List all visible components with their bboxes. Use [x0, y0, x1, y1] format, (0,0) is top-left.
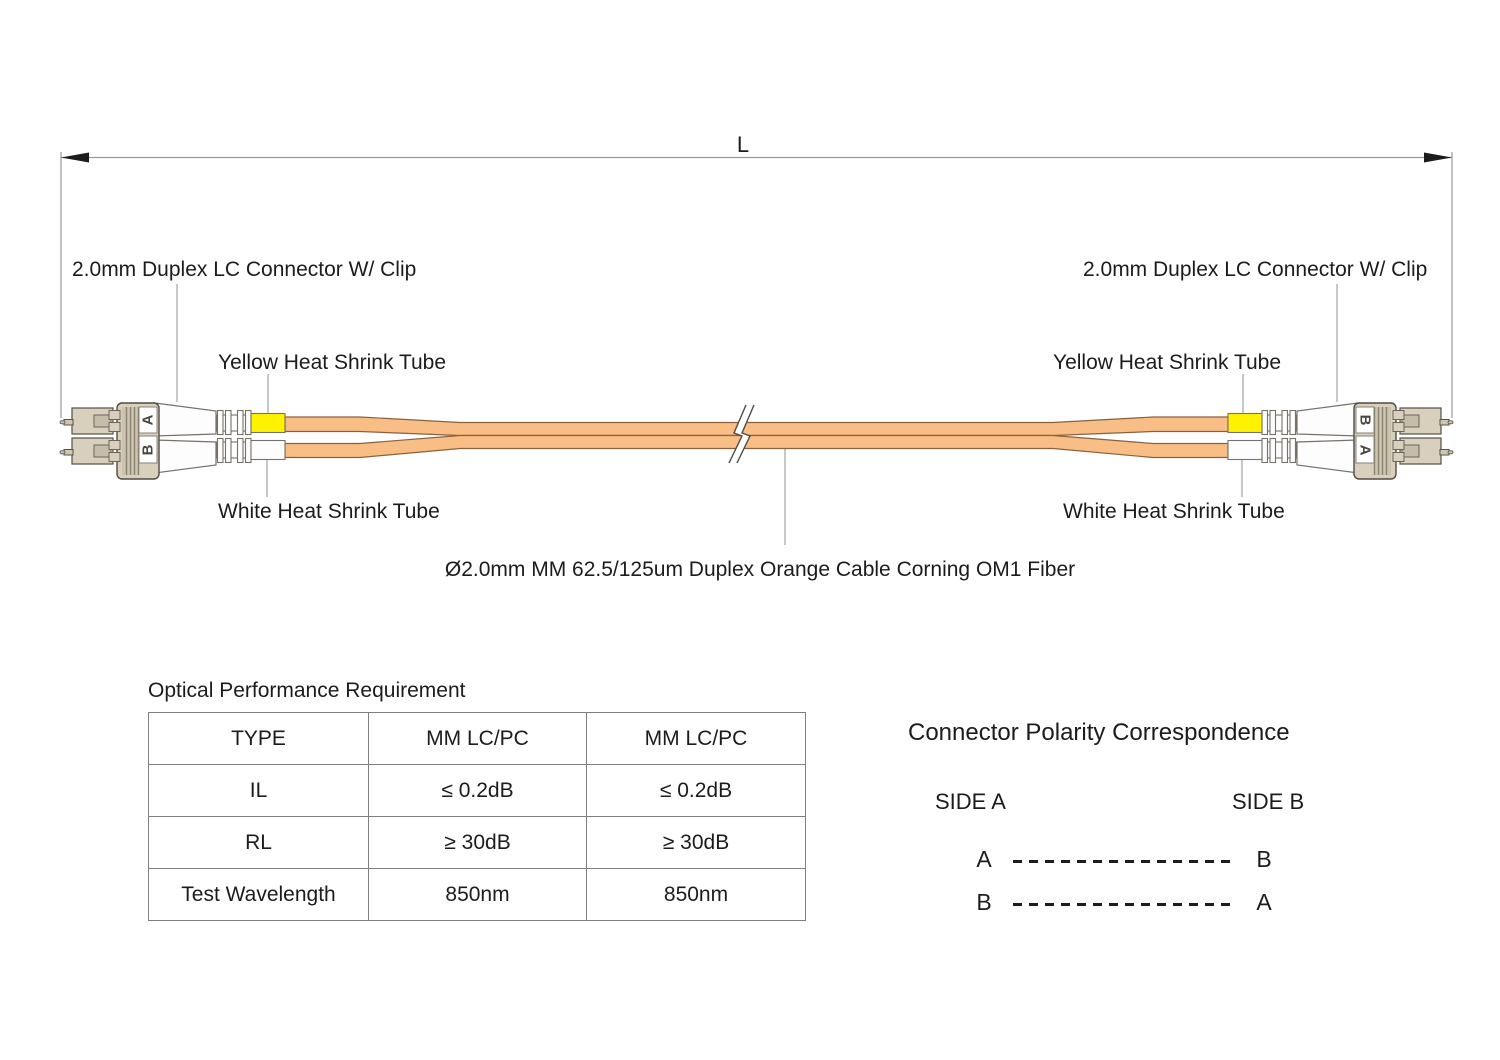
length-label: L	[736, 132, 750, 157]
connector-marking-left-top: A	[139, 414, 157, 426]
polarity-title: Connector Polarity Correspondence	[908, 719, 1290, 746]
white-tube-label-right: White Heat Shrink Tube	[1063, 500, 1285, 523]
cable-bottom	[284, 434, 1229, 459]
table-cell: ≥ 30dB	[586, 816, 806, 869]
dimension-arrow-left-icon	[61, 152, 89, 163]
connector-marking-left-bottom: B	[139, 444, 157, 456]
table-cell: IL	[148, 764, 369, 817]
table-cell: TYPE	[148, 712, 369, 765]
table-cell: MM LC/PC	[586, 712, 806, 765]
table-cell: ≤ 0.2dB	[586, 764, 806, 817]
table-row: Test Wavelength 850nm 850nm	[148, 868, 806, 921]
table-cell: MM LC/PC	[368, 712, 587, 765]
table-cell: ≤ 0.2dB	[368, 764, 587, 817]
table-row: TYPE MM LC/PC MM LC/PC	[148, 712, 806, 765]
cable-top	[284, 416, 1229, 437]
white-tube-label-left: White Heat Shrink Tube	[218, 500, 440, 523]
side-a-label: SIDE A	[935, 789, 1006, 814]
polarity-from: A	[976, 846, 992, 872]
table-row: RL ≥ 30dB ≥ 30dB	[148, 816, 806, 869]
table-cell: 850nm	[368, 868, 587, 921]
table-cell: RL	[148, 816, 369, 869]
polarity-from: B	[976, 889, 992, 915]
connector-marking-right-top: B	[1356, 414, 1374, 426]
lc-connector-left	[59, 402, 286, 480]
cable-assembly-diagram	[59, 152, 1454, 545]
dimension-arrow-right-icon	[1424, 152, 1452, 163]
table-row: IL ≤ 0.2dB ≤ 0.2dB	[148, 764, 806, 817]
table-cell: 850nm	[586, 868, 806, 921]
table-cell: Test Wavelength	[148, 868, 369, 921]
connector-label-left: 2.0mm Duplex LC Connector W/ Clip	[72, 258, 417, 281]
yellow-tube-label-left: Yellow Heat Shrink Tube	[218, 351, 447, 374]
table-cell: ≥ 30dB	[368, 816, 587, 869]
connector-marking-right-bottom: A	[1356, 444, 1374, 456]
side-b-label: SIDE B	[1232, 789, 1305, 814]
yellow-tube-label-right: Yellow Heat Shrink Tube	[1053, 351, 1282, 374]
perf-table-title: Optical Performance Requirement	[148, 679, 466, 702]
lc-connector-right	[1227, 402, 1454, 480]
polarity-dash-line	[1013, 903, 1237, 906]
polarity-to: B	[1256, 846, 1272, 872]
optical-performance-table: TYPE MM LC/PC MM LC/PC IL ≤ 0.2dB ≤ 0.2d…	[148, 712, 806, 921]
cable-break-icon	[728, 404, 755, 464]
cable-label: Ø2.0mm MM 62.5/125um Duplex Orange Cable…	[444, 558, 1076, 581]
polarity-to: A	[1256, 889, 1272, 915]
connector-label-right: 2.0mm Duplex LC Connector W/ Clip	[1083, 258, 1428, 281]
polarity-dash-line	[1013, 860, 1237, 863]
